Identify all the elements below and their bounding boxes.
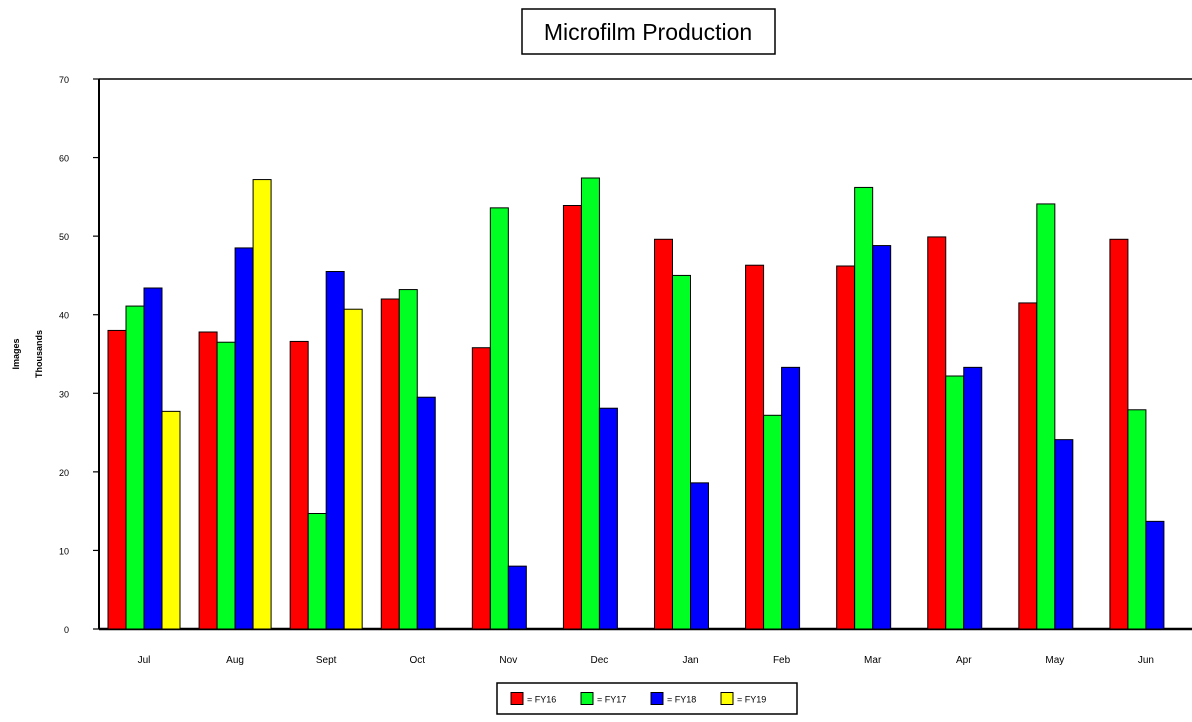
bar-aug-series-1 <box>198 331 218 630</box>
bars <box>107 177 1165 630</box>
x-tick-labels: Jul Aug Sept Oct Nov Dec Jan Feb Mar Apr May Jun <box>138 655 1154 666</box>
x-tick-label: May <box>1045 655 1064 666</box>
bar-nov-series-2 <box>489 207 509 630</box>
bar-aug-series-3 <box>234 247 254 630</box>
y-axis-label-line-1: Images <box>11 338 21 369</box>
x-tick-label: Jan <box>682 655 698 666</box>
x-tick-label: Dec <box>591 655 609 666</box>
bar-apr-series-3 <box>963 366 983 630</box>
bar-apr-series-1 <box>927 236 947 630</box>
y-tick-label: 50 <box>59 232 69 242</box>
bar-jul-series-1 <box>107 329 127 630</box>
y-tick-label: 10 <box>59 546 69 556</box>
bar-feb-series-3 <box>781 366 801 630</box>
axes: 0 10 20 30 40 50 60 70 <box>59 75 1192 635</box>
legend-label: = FY17 <box>597 695 626 705</box>
bar-mar-series-1 <box>836 265 856 630</box>
x-tick-label: Jun <box>1138 655 1154 666</box>
bar-jul-series-3 <box>143 287 163 630</box>
bar-jul-series-2 <box>125 305 145 630</box>
bar-sept-series-4 <box>343 308 363 630</box>
legend-swatch <box>580 692 594 705</box>
bar-sept-series-3 <box>325 271 345 630</box>
x-tick-label: Apr <box>956 655 972 666</box>
chart-title: Microfilm Production <box>544 19 752 45</box>
bar-sept-series-2 <box>307 513 327 630</box>
bar-jan-series-3 <box>690 482 709 630</box>
y-tick-label: 20 <box>59 468 69 478</box>
legend-label: = FY19 <box>737 695 766 705</box>
bar-oct-series-1 <box>380 298 400 630</box>
bar-feb-series-2 <box>763 414 783 630</box>
x-tick-label: Aug <box>226 655 244 666</box>
x-tick-label: Feb <box>773 655 791 666</box>
bar-jul-series-4 <box>161 410 181 630</box>
bar-dec-series-3 <box>598 407 618 630</box>
bar-nov-series-1 <box>471 347 491 630</box>
bar-aug-series-4 <box>252 179 272 630</box>
bar-mar-series-3 <box>872 245 892 630</box>
bar-oct-series-2 <box>398 289 418 630</box>
x-tick-label: Jul <box>138 655 151 666</box>
legend-label: = FY16 <box>527 695 556 705</box>
bar-jun-series-3 <box>1145 520 1165 630</box>
y-axis-label-line-2: Thousands <box>34 330 44 378</box>
y-tick-label: 70 <box>59 75 69 85</box>
bar-may-series-3 <box>1054 439 1074 630</box>
x-tick-label: Nov <box>499 655 517 666</box>
y-tick-label: 60 <box>59 154 69 164</box>
legend-swatch <box>720 692 734 705</box>
bar-apr-series-2 <box>945 375 965 630</box>
bar-nov-series-3 <box>507 565 527 630</box>
bar-feb-series-1 <box>745 264 765 630</box>
bar-may-series-2 <box>1036 203 1056 630</box>
x-tick-label: Oct <box>409 655 425 666</box>
legend-swatch <box>650 692 664 705</box>
y-tick-label: 30 <box>59 389 69 399</box>
x-tick-label: Mar <box>864 655 882 666</box>
bar-jan-series-2 <box>672 274 691 630</box>
bar-sept-series-1 <box>289 340 309 630</box>
bar-may-series-1 <box>1018 302 1038 630</box>
bar-mar-series-2 <box>854 186 874 630</box>
x-tick-label: Sept <box>316 655 337 666</box>
bar-oct-series-3 <box>416 396 436 630</box>
bar-jun-series-2 <box>1127 409 1147 630</box>
legend-box <box>496 682 798 715</box>
bar-jan-series-1 <box>654 238 673 630</box>
bar-aug-series-2 <box>216 341 236 630</box>
legend-label: = FY18 <box>667 695 696 705</box>
legend-swatch <box>510 692 524 705</box>
bar-dec-series-2 <box>580 177 600 630</box>
y-tick-label: 40 <box>59 311 69 321</box>
legend: = FY16 = FY17 = FY18 = FY19 <box>496 682 798 715</box>
bar-dec-series-1 <box>562 205 582 630</box>
bar-jun-series-1 <box>1109 238 1129 630</box>
y-tick-label: 0 <box>64 625 69 635</box>
chart-title-box <box>521 8 776 55</box>
